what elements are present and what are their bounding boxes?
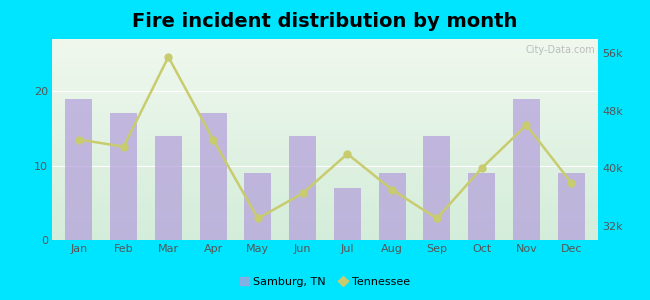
Bar: [513, 99, 540, 240]
Bar: [289, 136, 316, 240]
Bar: [468, 173, 495, 240]
Legend: Samburg, TN, Tennessee: Samburg, TN, Tennessee: [235, 273, 415, 291]
Bar: [423, 136, 450, 240]
Text: Fire incident distribution by month: Fire incident distribution by month: [133, 12, 517, 31]
Bar: [200, 113, 227, 240]
Bar: [334, 188, 361, 240]
Text: City-Data.com: City-Data.com: [525, 45, 595, 55]
Bar: [66, 99, 92, 240]
Bar: [558, 173, 584, 240]
Bar: [155, 136, 182, 240]
Bar: [379, 173, 406, 240]
Bar: [244, 173, 271, 240]
Bar: [111, 113, 137, 240]
